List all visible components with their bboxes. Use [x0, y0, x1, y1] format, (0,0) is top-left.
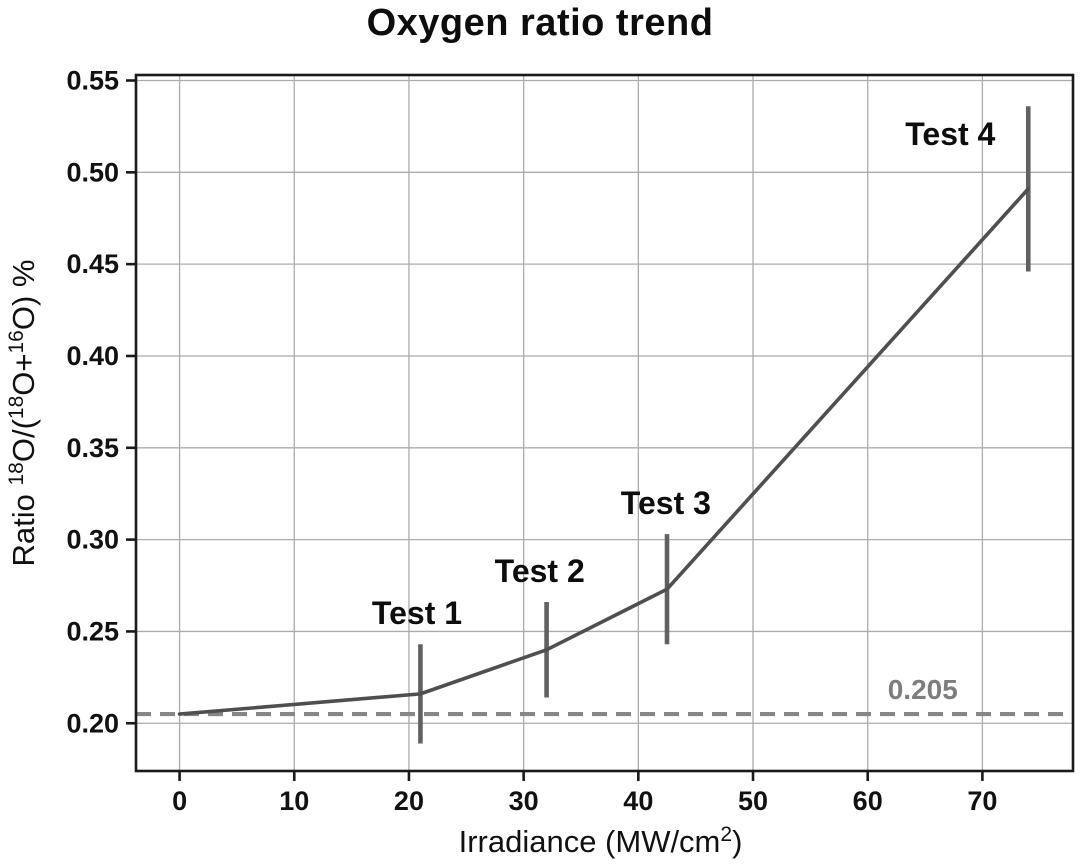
y-tick-label: 0.45: [66, 249, 119, 279]
y-tick-label: 0.25: [66, 616, 119, 646]
annotation-test-3: Test 3: [621, 485, 711, 521]
plot-frame: [134, 73, 1075, 773]
annotation-test-1: Test 1: [372, 595, 462, 631]
threshold-value-label: 0.205: [888, 674, 958, 705]
gridlines: [136, 75, 1073, 771]
y-tick-label: 0.40: [66, 341, 119, 371]
x-tick-label: 10: [279, 786, 309, 816]
y-axis-label: Ratio 18O/(18O+16O) %: [5, 260, 41, 567]
y-tick-label: 0.55: [66, 66, 119, 96]
x-tick-label: 30: [509, 786, 539, 816]
x-tick-label: 20: [394, 786, 424, 816]
x-tick-label: 70: [967, 786, 997, 816]
x-tick-label: 0: [172, 786, 187, 816]
y-tick-label: 0.30: [66, 525, 119, 555]
y-tick-label: 0.35: [66, 433, 119, 463]
series-oxygen-ratio-trend: [177, 106, 1031, 744]
x-axis-label: Irradiance (MW/cm2): [459, 823, 743, 859]
chart-title: Oxygen ratio trend: [366, 2, 714, 44]
x-tick-label: 40: [623, 786, 653, 816]
annotation-test-4: Test 4: [905, 116, 995, 152]
axis-ticks: 0 10 20 30 40 50 60 70 0.20 0.25 0.30 0.35 0.40 0.45 0…: [66, 66, 997, 816]
annotation-test-2: Test 2: [495, 553, 585, 589]
x-tick-label: 50: [738, 786, 768, 816]
y-tick-label: 0.20: [66, 708, 119, 738]
y-tick-label: 0.50: [66, 157, 119, 187]
x-tick-label: 60: [853, 786, 883, 816]
trend-line: [177, 187, 1031, 716]
